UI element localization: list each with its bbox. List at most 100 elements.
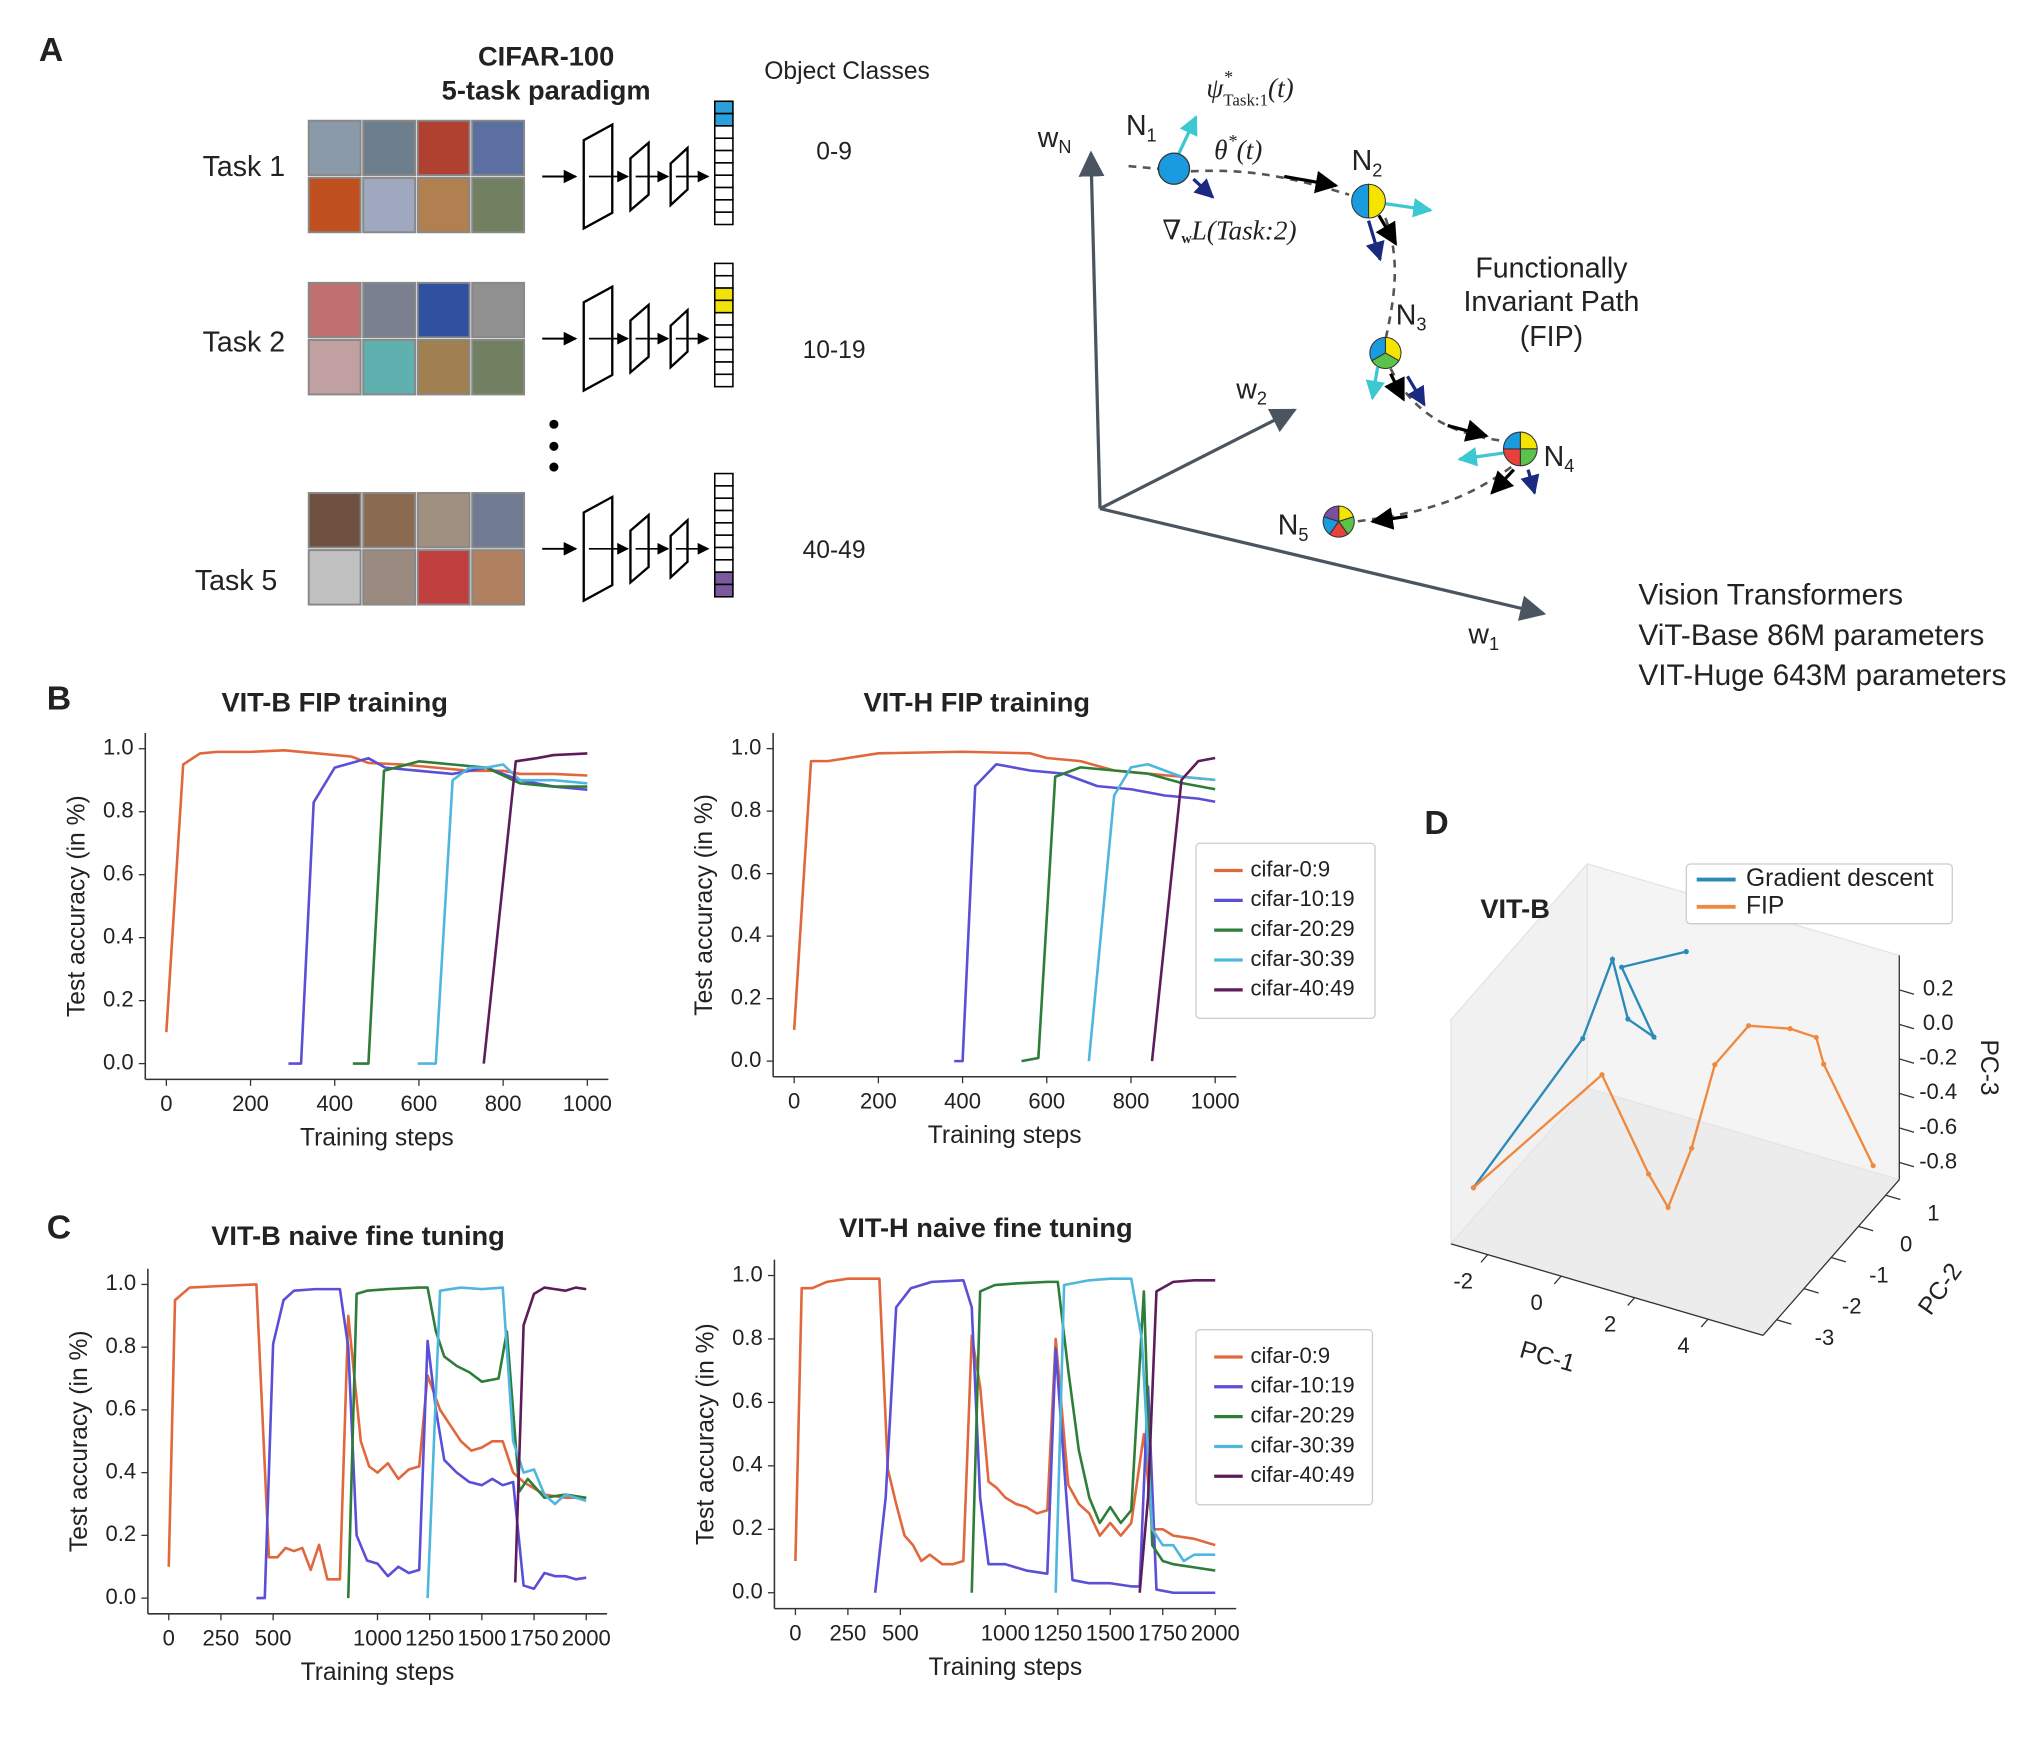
series-line [1087,762,1216,1062]
y-tick [1776,1319,1792,1325]
output-unit [713,373,734,388]
y-tick [1803,1288,1819,1294]
node-slice [1369,336,1386,362]
image-tile [471,492,526,549]
output-unit [713,262,734,277]
point [1787,1026,1793,1032]
x-tick-label: 800 [485,1091,522,1116]
y-tick-label: 0.8 [731,797,762,822]
y-axis-label: Test accuracy (in %) [66,1330,93,1552]
y-tick-label: 0.8 [732,1325,763,1350]
fip-label: Invariant Path [1463,286,1639,318]
math-sup: * [1228,131,1238,151]
output-unit [713,199,734,213]
psi-arrow [1385,198,1433,218]
x-tick [1553,1275,1562,1285]
point [1609,956,1616,962]
x-tick-label: 500 [882,1620,919,1645]
output-unit [713,186,734,201]
output-unit [713,287,734,302]
y-tick [1831,1256,1847,1263]
y-tick-label: 0 [1900,1231,1912,1256]
node-slice [1519,448,1538,467]
point [1651,1034,1657,1040]
output-unit [713,522,734,536]
x-tick-label: 0 [160,1091,172,1116]
x-axis-label: Training steps [301,1659,455,1686]
x-tick-label: 600 [1028,1089,1065,1114]
x-tick-label: 500 [255,1626,292,1651]
class-range: 10-19 [803,337,866,364]
z-tick-label: -0.4 [1919,1079,1957,1104]
y-tick-label: 1.0 [103,735,134,760]
series-line [1054,1277,1216,1593]
x-tick-label: 0 [788,1089,800,1114]
x-axis-label: PC-1 [1517,1336,1578,1377]
image-tile [307,492,362,549]
image-tile [362,176,417,234]
node-label: N1 [1126,110,1157,145]
x-tick [1627,1297,1636,1306]
output-unit [713,485,734,499]
z-tick-label: -0.2 [1919,1045,1957,1070]
series-line [1150,756,1216,1062]
image-tile [471,176,526,234]
series-line [256,1287,587,1600]
axis-label: w2 [1235,373,1267,408]
image-tile [416,176,471,234]
y-tick-label: 0.6 [103,861,134,886]
y-axis-label: PC-2 [1913,1259,1967,1320]
image-tile [471,281,526,339]
x-tick-label: 1500 [457,1626,506,1651]
node-slice [1519,431,1538,450]
y-tick-label: -1 [1869,1263,1889,1288]
point [1821,1061,1827,1067]
task-label: Task 2 [203,326,285,358]
psi-arrow [1457,447,1505,467]
node-sub: 1 [1147,125,1157,145]
image-tile [416,281,471,339]
step-arrow [1283,170,1339,194]
z-tick [1899,1127,1915,1133]
legend-label: cifar-40:49 [1250,976,1354,1001]
y-tick-label: 0.0 [106,1584,137,1609]
output-unit [713,583,734,598]
image-tile [362,549,417,606]
x-tick-label: 2000 [1191,1620,1240,1645]
x-tick-label: 400 [944,1089,981,1114]
fip-path [1128,164,1512,523]
image-tile [362,281,417,339]
node-label: N2 [1352,145,1383,180]
image-tile [416,492,471,549]
legend-label: cifar-20:29 [1250,1402,1354,1427]
image-tile [362,492,417,549]
legend-label: cifar-0:9 [1250,856,1330,881]
y-tick-label: 1.0 [731,734,762,759]
legend-label: cifar-40:49 [1250,1462,1354,1487]
node-main: N [1278,509,1299,541]
axis-sub: N [1058,137,1071,157]
output-unit [713,509,734,524]
series-line [1138,1278,1216,1593]
image-tile [416,549,471,606]
grad-label: ∇wL(Task:2) [1162,216,1296,248]
node-sub: 4 [1564,456,1574,476]
legend-label: FIP [1746,892,1784,919]
point [1683,949,1689,955]
output-unit [713,534,734,549]
x-tick-label: 1000 [563,1091,612,1116]
image-tile [362,338,417,396]
class-range: 0-9 [816,139,852,166]
class-range: 40-49 [803,537,866,564]
math-sub: w [1181,231,1192,247]
legend-label: cifar-0:9 [1250,1343,1330,1368]
panel-label: B [47,679,71,717]
image-tile [416,119,471,177]
axis-main: w [1037,121,1059,153]
output-unit [713,311,734,326]
z-tick-label: -0.6 [1919,1114,1957,1139]
y-tick-label: 0.2 [103,986,134,1011]
x-tick-label: 2 [1604,1312,1616,1337]
point [1599,1072,1605,1078]
